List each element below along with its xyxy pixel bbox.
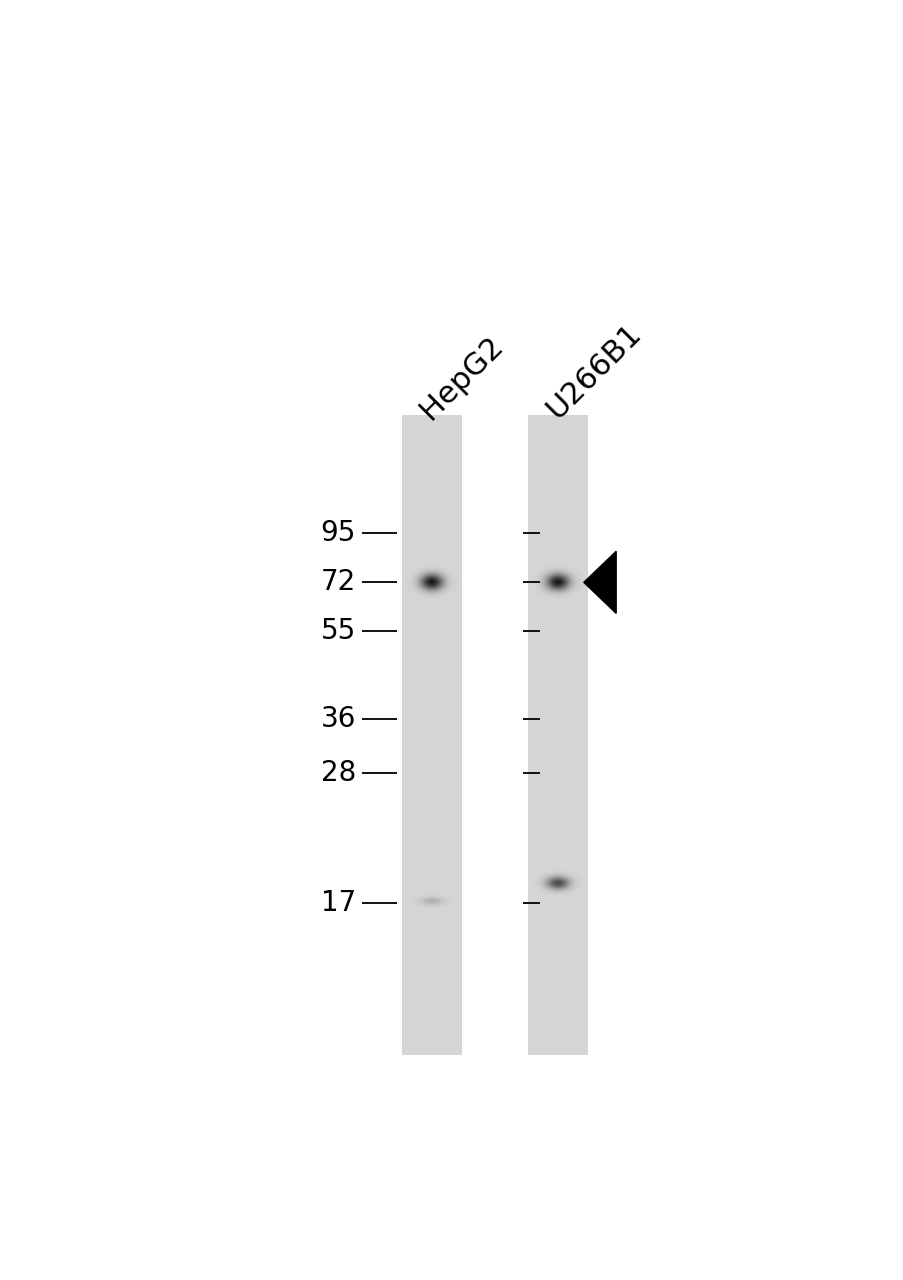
Text: 55: 55: [321, 617, 356, 645]
Bar: [527, 415, 587, 1056]
Text: 28: 28: [321, 759, 356, 786]
Text: 95: 95: [321, 520, 356, 547]
Text: 17: 17: [321, 888, 356, 916]
Bar: [402, 415, 461, 1056]
Text: U266B1: U266B1: [540, 319, 646, 425]
Text: HepG2: HepG2: [414, 330, 508, 425]
Text: 72: 72: [321, 568, 356, 596]
Polygon shape: [583, 552, 616, 613]
Text: 36: 36: [321, 705, 356, 733]
